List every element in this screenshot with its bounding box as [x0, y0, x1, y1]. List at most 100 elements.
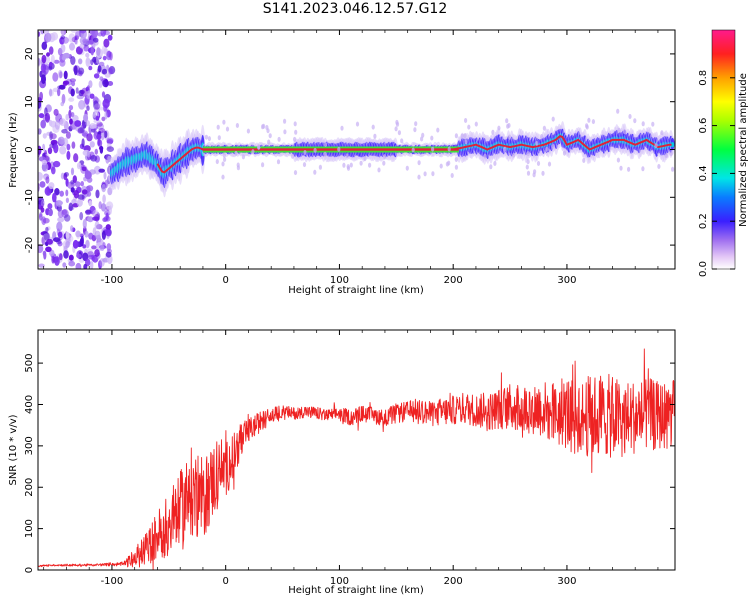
noise-blob: [89, 123, 97, 129]
noise-speck: [657, 164, 661, 169]
noise-blob: [70, 88, 75, 97]
snr-y-tick-label: 200: [24, 478, 35, 497]
noise-blob: [46, 52, 50, 57]
noise-blob: [96, 47, 101, 56]
noise-blob: [59, 59, 66, 67]
noise-blob: [49, 88, 53, 97]
noise-speck: [436, 127, 440, 133]
noise-blob: [108, 67, 113, 75]
noise-blob: [92, 56, 97, 63]
noise-speck: [660, 130, 664, 136]
colorbar-tick-label: 0.4: [698, 165, 709, 181]
noise-blob: [72, 239, 79, 249]
noise-blob: [77, 194, 85, 200]
noise-blob: [39, 91, 43, 101]
noise-speck: [368, 162, 372, 168]
noise-speck: [345, 153, 349, 159]
noise-blob: [107, 155, 112, 163]
noise-blob: [71, 199, 77, 204]
noise-blob: [75, 46, 83, 55]
noise-speck: [526, 170, 531, 176]
noise-blob: [90, 254, 96, 262]
noise-blob: [86, 191, 92, 197]
noise-blob: [41, 74, 46, 84]
noise-blob: [99, 258, 105, 267]
noise-blob: [93, 103, 101, 113]
noise-speck: [664, 153, 668, 158]
noise-blob: [59, 190, 64, 197]
noise-blob: [96, 134, 102, 140]
noise-blob: [81, 189, 88, 195]
noise-blob: [65, 197, 69, 203]
noise-speck: [439, 163, 443, 169]
noise-blob: [50, 54, 55, 65]
noise-blob: [41, 41, 48, 50]
noise-speck: [633, 118, 637, 124]
noise-blob: [60, 101, 64, 107]
snr-y-tick-label: 100: [24, 519, 35, 538]
noise-blob: [77, 127, 85, 134]
noise-speck: [430, 135, 434, 141]
noise-blob: [73, 153, 79, 163]
noise-blob: [54, 256, 60, 266]
noise-blob: [59, 118, 67, 126]
noise-blob: [45, 32, 52, 43]
noise-speck: [340, 125, 344, 131]
noise-blob: [61, 93, 66, 104]
noise-blob: [88, 65, 93, 71]
noise-blob: [87, 39, 94, 45]
noise-blob: [42, 143, 46, 152]
colorbar-tick-label: 0.6: [698, 118, 709, 134]
noise-speck: [277, 136, 281, 142]
snr-axes: -100 0 100 200 300 0 100 200 300 400 500: [24, 330, 675, 587]
noise-blob: [45, 176, 50, 184]
noise-blob: [99, 76, 104, 81]
noise-blob: [70, 56, 76, 65]
noise-blob: [75, 230, 81, 238]
snr-panel: -100 0 100 200 300 0 100 200 300 400 500 Height of…: [8, 329, 676, 596]
noise-speck: [265, 125, 269, 130]
noise-blob: [52, 72, 59, 82]
noise-speck: [207, 136, 211, 142]
spectrogram-content: [38, 30, 675, 269]
noise-blob: [76, 162, 82, 170]
noise-blob: [87, 216, 94, 223]
noise-blob: [88, 200, 93, 207]
noise-blob: [40, 199, 45, 207]
noise-blob: [101, 184, 107, 193]
noise-blob: [83, 113, 89, 123]
noise-blob: [89, 93, 95, 99]
noise-blob: [38, 113, 45, 119]
noise-blob: [38, 128, 42, 135]
noise-speck: [323, 151, 327, 157]
noise-blob: [98, 80, 103, 88]
noise-speck: [405, 165, 409, 171]
noise-blob: [101, 230, 106, 240]
noise-blob: [103, 38, 110, 48]
noise-blob: [86, 150, 91, 158]
noise-blob: [85, 52, 90, 58]
noise-blob: [107, 81, 114, 86]
noise-blob: [82, 244, 87, 249]
noise-speck: [616, 108, 620, 114]
noise-speck: [505, 118, 509, 124]
noise-speck: [313, 147, 317, 153]
noise-blob: [68, 109, 72, 119]
noise-blob: [53, 108, 59, 116]
noise-speck: [562, 150, 567, 156]
snr-y-tick-label: 0: [24, 567, 35, 573]
noise-blob: [38, 145, 42, 155]
snr-x-tick-label: 300: [557, 576, 576, 587]
snr-ylabel: SNR (10 * v/v): [8, 414, 19, 485]
noise-blob: [91, 245, 97, 250]
noise-blob: [72, 115, 79, 122]
noise-blob: [68, 33, 76, 43]
noise-blob: [70, 30, 77, 34]
spectrogram-x-tick-label: 0: [223, 275, 229, 286]
noise-blob: [96, 55, 100, 64]
noise-speck: [460, 133, 464, 139]
noise-speck: [447, 160, 451, 166]
noise-speck: [585, 123, 589, 129]
noise-speck: [627, 166, 631, 172]
noise-speck: [293, 170, 298, 176]
